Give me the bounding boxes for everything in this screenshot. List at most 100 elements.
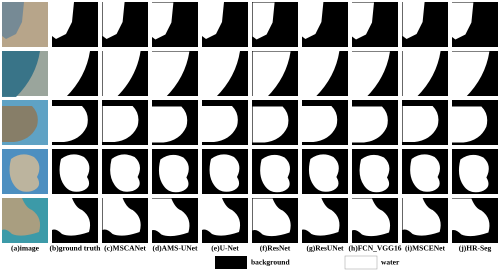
cell bbox=[402, 51, 448, 97]
mask-water bbox=[252, 2, 275, 40]
cell bbox=[252, 2, 298, 47]
mask-water bbox=[102, 106, 139, 142]
cell bbox=[402, 149, 448, 194]
cell bbox=[2, 2, 48, 47]
cell bbox=[352, 149, 398, 194]
mask-water bbox=[102, 198, 141, 236]
mask-water bbox=[301, 106, 338, 142]
mask-water bbox=[451, 2, 474, 40]
cell bbox=[301, 100, 348, 145]
mask-water bbox=[59, 154, 90, 192]
cell bbox=[102, 100, 148, 145]
mask-water bbox=[110, 154, 140, 192]
cell bbox=[451, 2, 498, 47]
cell bbox=[352, 2, 398, 47]
cell bbox=[301, 198, 348, 243]
column-label: (c)MSCANet bbox=[104, 244, 146, 253]
mask-water bbox=[151, 106, 188, 143]
legend-swatch-background bbox=[215, 256, 247, 269]
mask-water bbox=[352, 198, 391, 237]
column-label: (g)ResUNet bbox=[306, 244, 344, 253]
mask-water bbox=[359, 154, 390, 193]
cell bbox=[451, 51, 498, 98]
cell bbox=[301, 51, 348, 97]
mask-water bbox=[301, 2, 324, 39]
cell bbox=[451, 100, 498, 145]
cell bbox=[151, 2, 198, 47]
cell bbox=[252, 149, 298, 194]
cell bbox=[252, 198, 298, 243]
column-label: (f)ResNet bbox=[260, 244, 291, 253]
mask-water bbox=[410, 154, 440, 192]
column-label: (j)HR-Seg bbox=[459, 244, 492, 253]
cell bbox=[202, 100, 248, 145]
cell bbox=[52, 149, 98, 194]
mask-water bbox=[301, 51, 340, 97]
mask-water bbox=[102, 2, 125, 39]
cell bbox=[202, 149, 248, 194]
cell bbox=[301, 2, 348, 47]
legend-label: background bbox=[251, 258, 290, 267]
column-label: (e)U-Net bbox=[211, 244, 239, 253]
cell bbox=[352, 51, 398, 98]
legend-label: water bbox=[381, 258, 400, 267]
image-water bbox=[2, 106, 38, 142]
mask-water bbox=[151, 198, 190, 237]
mask-water bbox=[252, 198, 291, 237]
mask-water bbox=[202, 106, 238, 142]
cell bbox=[252, 51, 298, 98]
mask-water bbox=[202, 198, 241, 236]
mask-water bbox=[402, 2, 425, 39]
column-labels: (a)image (b)ground truth (c)MSCANet (d)AMS-… bbox=[11, 244, 491, 253]
cell bbox=[102, 2, 148, 47]
mask-water bbox=[52, 198, 91, 236]
mask-water bbox=[209, 154, 240, 192]
mask-water bbox=[308, 154, 339, 192]
cell bbox=[151, 100, 198, 145]
cell bbox=[102, 198, 148, 243]
mask-water bbox=[451, 51, 490, 98]
column-label: (i)MSCENet bbox=[405, 244, 445, 253]
image-water bbox=[2, 2, 24, 39]
mask-water bbox=[451, 198, 490, 237]
cell bbox=[202, 2, 248, 47]
cell bbox=[52, 51, 98, 97]
cell bbox=[2, 198, 48, 243]
cell bbox=[402, 198, 448, 243]
cell bbox=[52, 100, 98, 145]
cell bbox=[151, 198, 198, 243]
mask-water bbox=[151, 2, 174, 40]
column-label: (h)FCN_VGG16 bbox=[349, 244, 402, 253]
cell bbox=[2, 51, 48, 97]
mask-water bbox=[402, 198, 441, 236]
cell bbox=[52, 2, 98, 47]
cell bbox=[452, 149, 498, 194]
mask-water bbox=[352, 2, 374, 40]
cell bbox=[2, 149, 48, 194]
mask-water bbox=[301, 198, 340, 236]
column-label: (a)image bbox=[11, 244, 40, 253]
cell bbox=[102, 149, 148, 194]
mask-water bbox=[352, 51, 390, 98]
cell bbox=[352, 198, 398, 243]
cell bbox=[402, 100, 448, 145]
cell bbox=[252, 100, 298, 145]
mask-water bbox=[402, 106, 439, 142]
image-water bbox=[2, 51, 40, 97]
mask-water bbox=[158, 154, 189, 193]
mask-water bbox=[52, 106, 88, 142]
legend-swatch-water bbox=[344, 255, 378, 270]
mask-water bbox=[151, 51, 190, 98]
mask-water bbox=[451, 106, 488, 143]
mask-water bbox=[260, 154, 290, 193]
mask-water bbox=[252, 106, 289, 143]
mask-water bbox=[52, 51, 90, 97]
mask-water bbox=[252, 51, 291, 98]
column-label: (b)ground truth bbox=[50, 244, 102, 253]
cell bbox=[102, 51, 148, 97]
cell bbox=[202, 51, 248, 97]
image-water bbox=[9, 154, 40, 192]
cell bbox=[2, 100, 48, 145]
mask-water bbox=[52, 2, 74, 39]
